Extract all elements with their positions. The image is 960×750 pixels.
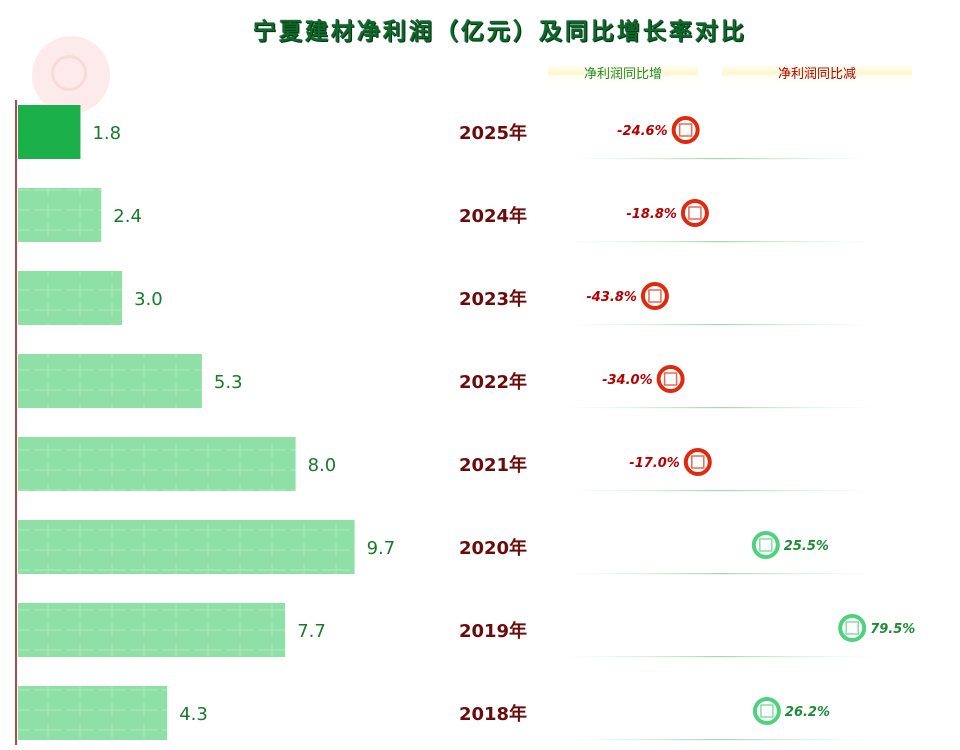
marker-inner-icon	[759, 538, 773, 552]
marker-inner-icon	[760, 704, 774, 718]
bar-value-label: 1.8	[92, 123, 121, 144]
growth-increase-marker	[838, 614, 867, 642]
year-label: 2023年	[459, 288, 527, 310]
row-separator	[560, 739, 880, 741]
watermark-logo-icon	[32, 36, 110, 114]
year-label: 2018年	[459, 703, 527, 725]
bar-value-label: 7.7	[297, 621, 326, 642]
year-label: 2024年	[459, 205, 527, 227]
marker-inner-icon	[678, 123, 693, 137]
growth-rate-label: -18.8%	[626, 207, 677, 222]
bar-value-label: 4.3	[179, 704, 208, 725]
row-separator	[560, 490, 880, 492]
growth-decrease-marker	[640, 282, 669, 310]
bar	[18, 437, 296, 491]
bar	[18, 520, 355, 574]
bar	[18, 686, 168, 740]
chart-title: 宁夏建材净利润（亿元）及同比增长率对比	[253, 19, 747, 45]
growth-decrease-marker	[671, 116, 700, 144]
year-label: 2025年	[459, 122, 527, 144]
row-separator	[560, 407, 880, 409]
growth-rate-label: 26.2%	[785, 705, 830, 720]
marker-inner-icon	[845, 621, 859, 635]
growth-decrease-marker	[683, 448, 712, 476]
row-separator	[560, 656, 880, 658]
growth-increase-marker	[751, 531, 780, 559]
bar-value-label: 5.3	[214, 372, 243, 393]
row-separator	[560, 573, 880, 575]
marker-inner-icon	[648, 289, 662, 303]
bar	[18, 105, 81, 159]
bar-value-label: 8.0	[308, 455, 337, 476]
marker-inner-icon	[663, 372, 678, 386]
marker-inner-icon	[691, 455, 705, 469]
row-separator	[560, 324, 880, 326]
bar	[18, 271, 123, 325]
year-label: 2020年	[459, 537, 527, 559]
legend-increase: 净利润同比增	[548, 64, 698, 86]
growth-rate-label: -24.6%	[617, 124, 668, 139]
year-label: 2019年	[459, 620, 527, 642]
year-label: 2022年	[459, 371, 527, 393]
marker-inner-icon	[688, 206, 702, 220]
growth-rate-label: 25.5%	[784, 539, 829, 554]
growth-rate-label: 79.5%	[870, 622, 915, 637]
bar-value-label: 3.0	[134, 289, 163, 310]
bar	[18, 603, 286, 657]
row-separator	[560, 241, 880, 243]
year-label: 2021年	[459, 454, 527, 476]
growth-rate-label: -43.8%	[586, 290, 637, 305]
growth-decrease-marker	[656, 365, 685, 393]
growth-rate-label: -34.0%	[602, 373, 653, 388]
bar-value-label: 2.4	[113, 206, 142, 227]
growth-decrease-marker	[680, 199, 709, 227]
legend-decrease: 净利润同比减	[722, 64, 912, 86]
growth-rate-label: -17.0%	[629, 456, 680, 471]
row-separator	[560, 158, 880, 160]
bar-value-label: 9.7	[367, 538, 396, 559]
bar	[18, 188, 102, 242]
bar	[18, 354, 202, 408]
growth-increase-marker	[752, 697, 781, 725]
